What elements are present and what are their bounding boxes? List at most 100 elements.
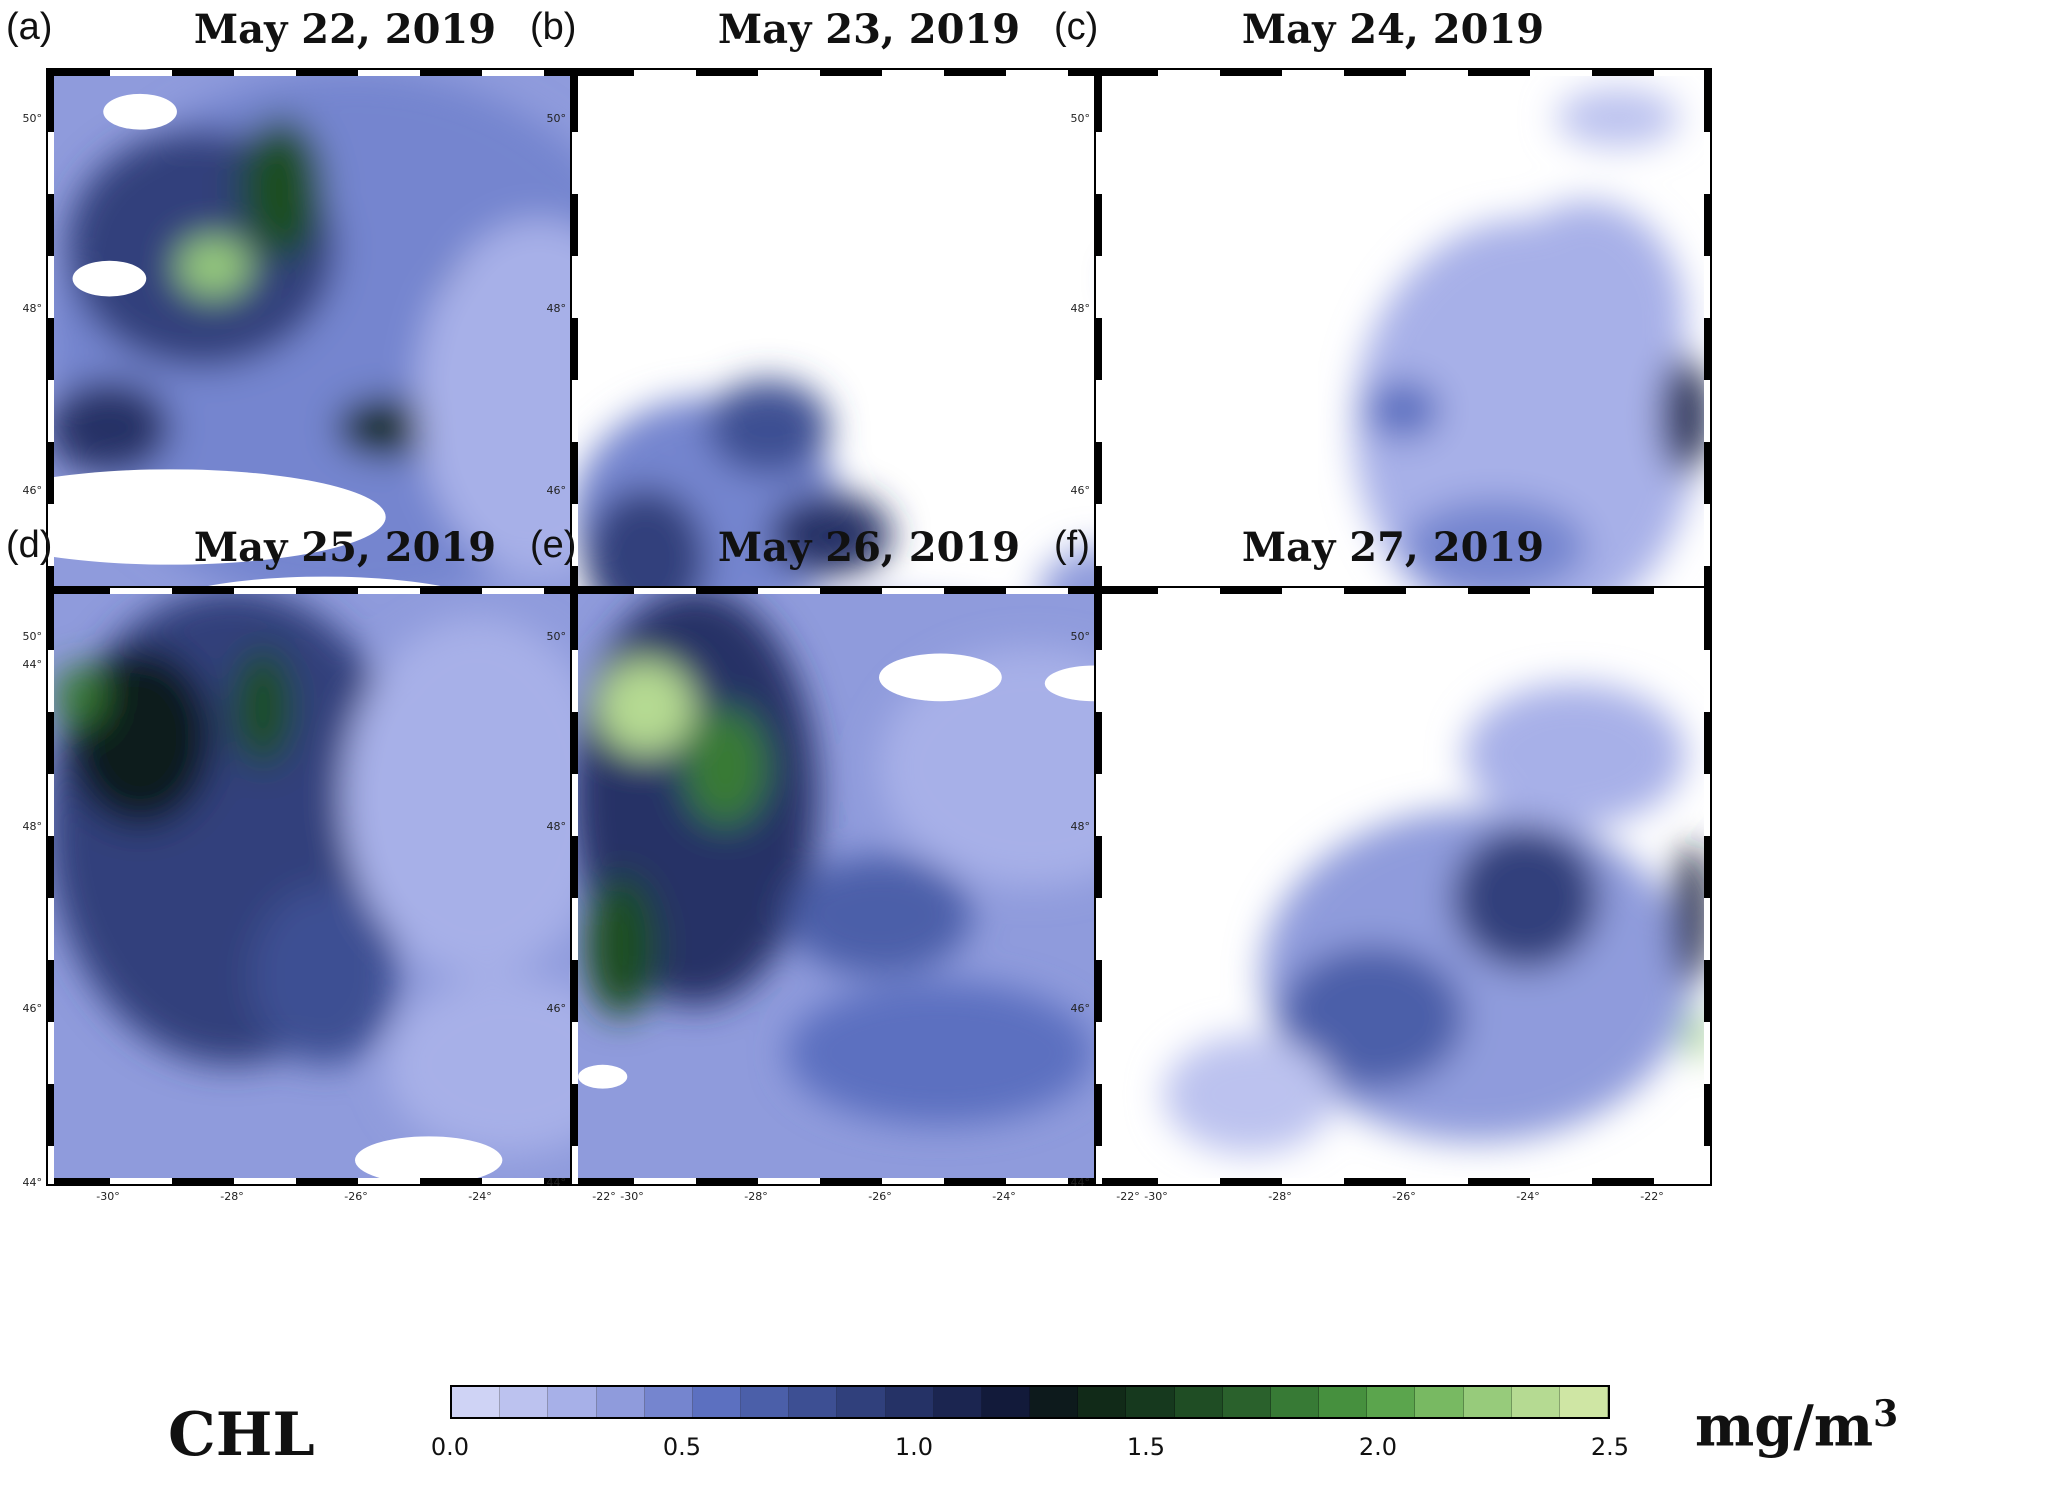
longitude-label: -30° [1144,1190,1168,1203]
latitude-label: 46° [22,484,43,497]
colorbar-swatch [837,1387,886,1417]
colorbar-swatch [500,1387,549,1417]
colorbar-swatch [1078,1387,1127,1417]
latitude-label: 48° [1070,302,1091,315]
longitude-label: -26° [344,1190,368,1203]
map-border-ticks [572,70,578,666]
latitude-label: 50° [22,112,43,125]
colorbar-swatch [1222,1387,1271,1417]
longitude-label: -28° [220,1190,244,1203]
chlorophyll-patch [48,379,171,476]
chlorophyll-patch [596,659,695,755]
colorbar-swatch [1367,1387,1416,1417]
colorbar-swatch [1319,1387,1368,1417]
chlorophyll-patch [1488,201,1686,440]
map-panel: (c)May 24, 201950°48°46°44°-30°-28°-26°-… [1048,0,1728,685]
map-border-ticks [48,1178,662,1184]
map-border-ticks [1096,70,1102,666]
colorbar-swatch [933,1387,982,1417]
colorbar-swatch [1559,1387,1609,1417]
chlorophyll-patch [1673,844,1710,988]
latitude-label: 50° [22,630,43,643]
latitude-label: 46° [1070,484,1091,497]
panel-title: May 22, 2019 [193,6,497,53]
colorbar-swatch [548,1387,597,1417]
map-border-ticks [1096,588,1710,594]
map-panel: (a)May 22, 201950°48°46°44°-30°-28°-26°-… [0,0,680,685]
map-border-ticks [1096,1178,1710,1184]
panel-letter: (f) [1054,524,1090,566]
cloud-gap [879,653,1002,702]
latitude-label: 46° [546,484,567,497]
latitude-label: 48° [22,302,43,315]
chlorophyll-patch [176,236,251,297]
longitude-label: -24° [1516,1190,1540,1203]
chlorophyll-patch [250,886,398,1065]
chlorophyll-patch [682,707,769,827]
latitude-label: 50° [1070,630,1091,643]
panel-letter: (a) [6,6,53,48]
map-border-ticks [572,588,1186,594]
colorbar-swatch [1463,1387,1512,1417]
panel-letter: (d) [6,524,53,566]
map-border-ticks [48,70,662,76]
colorbar-tick-label: 0.5 [662,1433,702,1461]
latitude-label: 48° [1070,820,1091,833]
chlorophyll-map [46,586,664,1186]
colorbar-swatch [1511,1387,1560,1417]
colorbar [450,1385,1610,1419]
colorbar-swatch [452,1387,501,1417]
chlorophyll-patch [768,493,892,577]
colorbar-swatch [692,1387,742,1417]
latitude-label: 44° [546,1176,567,1189]
longitude-label: -28° [1268,1190,1292,1203]
chlorophyll-patch [1464,683,1686,827]
colorbar-swatch [1126,1387,1175,1417]
colorbar-tick-label: 1.0 [894,1433,934,1461]
colorbar-swatch [644,1387,693,1417]
colorbar-tick-label: 2.0 [1358,1433,1398,1461]
chlorophyll-patch [584,874,658,1018]
latitude-label: 50° [1070,112,1091,125]
chlorophyll-patch [342,617,613,976]
chlorophyll-patch [1366,379,1440,440]
latitude-label: 44° [1070,1176,1091,1189]
colorbar-unit: mg/m3 [1695,1393,1899,1460]
cloud-gap [355,1136,503,1184]
latitude-label: 50° [546,112,567,125]
chlorophyll-patch [336,397,435,458]
latitude-label: 48° [22,820,43,833]
panel-title: May 25, 2019 [193,524,497,571]
latitude-label: 46° [546,1002,567,1015]
panel-letter: (e) [530,524,577,566]
map-border-ticks [1096,588,1102,1184]
chlorophyll-field [1353,87,1710,637]
chlorophyll-map [1094,68,1712,668]
chlorophyll-patch [66,647,214,827]
colorbar-label: CHL [168,1400,315,1470]
chlorophyll-patch [786,981,1094,1125]
chlorophyll-patch [1556,87,1680,148]
chlorophyll-field [1163,683,1710,1155]
chlorophyll-patch [1660,356,1710,476]
map-panel: (d) May 25, 2019 50° 48° 46° 44° -30° -28° -26° -… [0,518,680,1203]
colorbar-tick-label: 1.5 [1126,1433,1166,1461]
panel-title: May 26, 2019 [717,524,1021,571]
latitude-label: 44° [22,1176,43,1189]
cloud-gap [103,93,177,130]
longitude-label: -30° [96,1190,120,1203]
chlorophyll-field [48,70,662,666]
map-border-ticks [1704,588,1710,1184]
chlorophyll-field [48,588,662,1184]
latitude-label: 48° [546,820,567,833]
map-panel: (f) May 27, 2019 50° 48° 46° 44° -30° -28° -26° -… [1048,518,1728,1203]
map-border-ticks [1096,70,1710,76]
panel-letter: (c) [1054,6,1099,48]
chlorophyll-patch [54,665,104,726]
chlorophyll-patch [1403,499,1588,595]
panel-title: May 24, 2019 [1241,6,1545,53]
longitude-label: -28° [744,1190,768,1203]
map-border-ticks [48,588,662,594]
map-border-ticks [48,70,54,666]
longitude-label: -24° [468,1190,492,1203]
